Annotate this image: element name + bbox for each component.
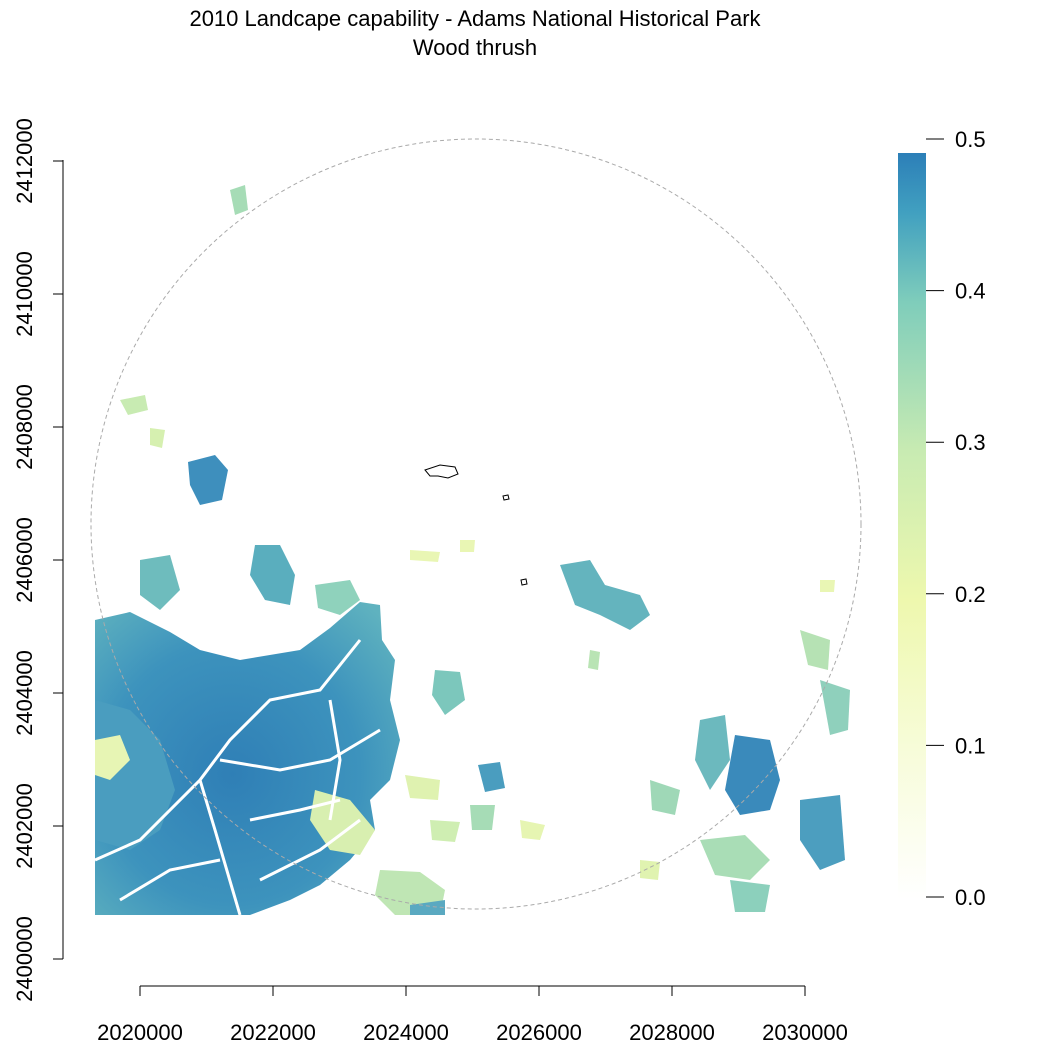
y-axis: 2400000 2402000 2404000 2406000 2408000 24100… <box>12 118 64 1002</box>
buffer-boundary <box>90 138 862 910</box>
raster-patch-nw4 <box>315 580 360 615</box>
raster-patch-nw3 <box>250 545 295 605</box>
y-tick-label: 2410000 <box>12 251 37 337</box>
x-tick-label: 2024000 <box>363 1020 449 1045</box>
y-tick-label: 2408000 <box>12 384 37 470</box>
raster-patch-east6 <box>700 835 770 880</box>
raster-patch-center4 <box>650 780 680 815</box>
road-lines <box>95 639 381 916</box>
legend: 0.0 0.1 0.2 0.3 0.4 0.5 <box>898 127 986 910</box>
x-tick-label: 2020000 <box>97 1020 183 1045</box>
raster-patch-center9 <box>588 650 600 670</box>
raster-patch-center8 <box>640 860 660 880</box>
map-subtitle: Wood thrush <box>412 35 538 60</box>
raster-patch-east8 <box>800 630 830 670</box>
x-tick-label: 2030000 <box>762 1020 848 1045</box>
raster-patch-center2 <box>432 670 465 715</box>
y-tick-label: 2406000 <box>12 517 37 603</box>
raster-patch-center7 <box>520 820 545 840</box>
legend-tick-label: 0.4 <box>955 279 986 304</box>
raster-patch-east5 <box>820 680 850 735</box>
raster-patch-east7 <box>730 880 770 912</box>
y-tick-label: 2400000 <box>12 916 37 1002</box>
raster-patch-nw6 <box>230 185 248 215</box>
legend-tick-label: 0.2 <box>955 582 986 607</box>
legend-tick-label: 0.0 <box>955 885 986 910</box>
raster-patch-east4 <box>800 795 845 870</box>
raster-patch-center1 <box>478 762 505 792</box>
raster-patch-center12 <box>820 580 835 592</box>
raster-patch-nw2 <box>140 555 180 610</box>
legend-colorbar <box>898 153 926 899</box>
raster-south-edge2 <box>410 900 445 915</box>
legend-tick-label: 0.3 <box>955 430 986 455</box>
x-axis: 2020000 2022000 2024000 2026000 2028000 20300… <box>97 985 848 1045</box>
raster-patch-east1 <box>560 560 650 630</box>
x-tick-label: 2026000 <box>496 1020 582 1045</box>
map-title: 2010 Landcape capability - Adams Nationa… <box>189 6 761 31</box>
raster-forest-edge2 <box>95 735 130 780</box>
legend-tick-label: 0.5 <box>955 127 986 152</box>
raster-patch-center10 <box>410 550 440 562</box>
park-boundary <box>424 464 528 586</box>
raster-patch-center3 <box>470 805 495 830</box>
raster-patch-center6 <box>430 820 460 842</box>
capability-raster <box>95 185 850 916</box>
raster-patch-east3 <box>695 715 730 790</box>
raster-patch-center11 <box>460 540 475 552</box>
raster-patch-nw5 <box>120 395 148 415</box>
x-tick-label: 2022000 <box>230 1020 316 1045</box>
raster-patch-nw7 <box>150 428 165 448</box>
raster-patch-nw1 <box>188 455 228 505</box>
y-tick-label: 2402000 <box>12 783 37 869</box>
legend-tick-label: 0.1 <box>955 733 986 758</box>
y-tick-label: 2404000 <box>12 650 37 736</box>
y-tick-label: 2412000 <box>12 118 37 204</box>
raster-patch-east2 <box>725 735 780 815</box>
x-tick-label: 2028000 <box>629 1020 715 1045</box>
raster-patch-center5 <box>405 775 440 800</box>
raster-forest-edge <box>310 790 375 855</box>
